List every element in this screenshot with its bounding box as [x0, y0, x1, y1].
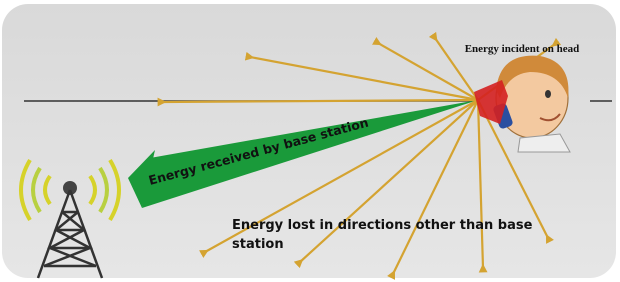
lost-label-line: station — [232, 237, 284, 252]
diagram: Energy incident on head Energy received … — [0, 0, 620, 282]
page: {"labels": { "incident": "Energy inciden… — [0, 0, 620, 282]
lost-label-line: Energy lost in directions other than bas… — [232, 218, 533, 233]
incident-label: Energy incident on head — [465, 43, 580, 55]
